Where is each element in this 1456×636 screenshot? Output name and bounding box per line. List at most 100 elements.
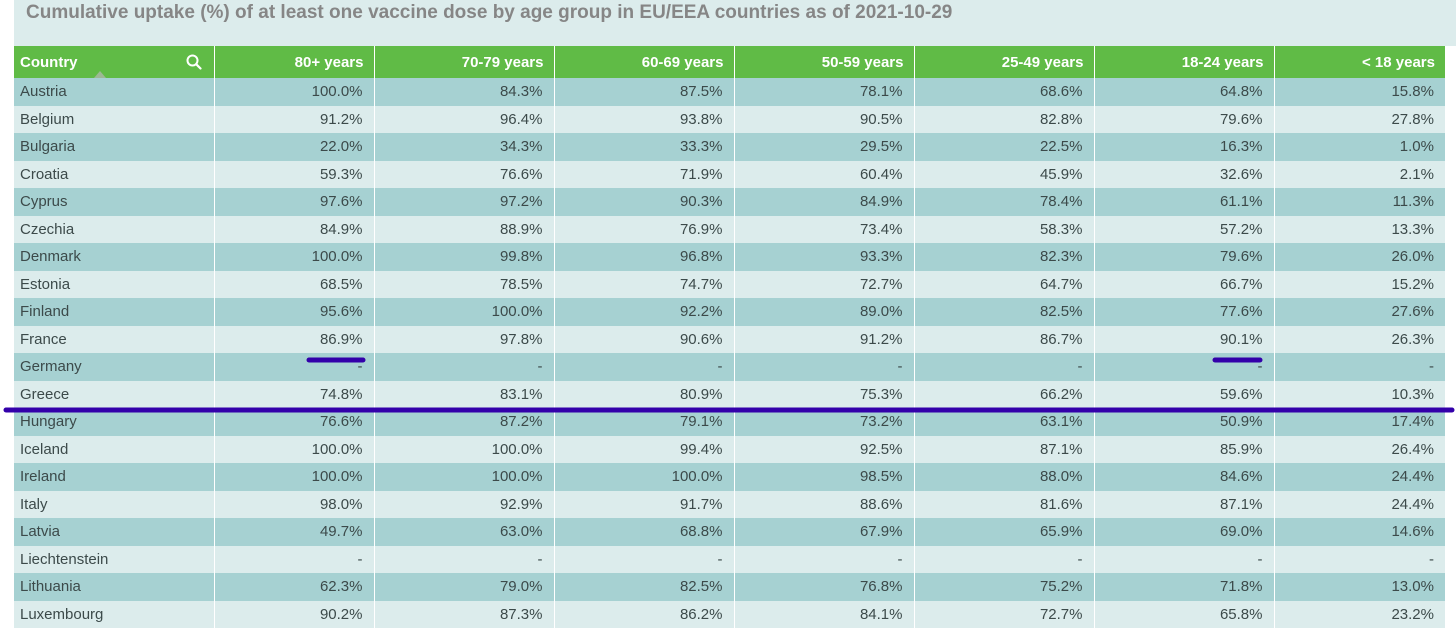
value-cell: 71.9% (553, 160, 734, 188)
value-cell: 79.0% (373, 573, 554, 601)
table-row[interactable]: Germany - - - - - - - (14, 353, 1445, 381)
value-cell: 34.3% (373, 133, 554, 161)
value-cell: 49.7% (213, 518, 374, 546)
value-cell: 98.0% (213, 490, 374, 518)
value-cell: 67.9% (733, 518, 914, 546)
value-cell: 99.4% (553, 435, 734, 463)
value-cell: 22.5% (913, 133, 1094, 161)
value-cell: - (553, 545, 734, 573)
value-cell: 87.1% (913, 435, 1094, 463)
value-cell: 76.6% (213, 408, 374, 436)
value-cell: 78.1% (733, 78, 914, 106)
value-cell: 84.3% (373, 78, 554, 106)
column-header-60-69-years[interactable]: 60-69 years (553, 46, 734, 78)
value-cell: - (553, 353, 734, 381)
table-row[interactable]: Bulgaria 22.0% 34.3% 33.3% 29.5% 22.5% 16.3% 1.… (14, 133, 1445, 161)
value-cell: - (373, 545, 554, 573)
country-cell: Latvia (14, 518, 214, 546)
value-cell: 87.3% (373, 600, 554, 628)
value-cell: 68.6% (913, 78, 1094, 106)
value-cell: 65.8% (1093, 600, 1274, 628)
value-cell: 59.3% (213, 160, 374, 188)
table-row[interactable]: Estonia 68.5% 78.5% 74.7% 72.7% 64.7% 66.7% 15.… (14, 270, 1445, 298)
value-cell: 90.1% (1093, 325, 1274, 353)
table-row[interactable]: Finland 95.6% 100.0% 92.2% 89.0% 82.5% 77.6% 27… (14, 298, 1445, 326)
value-cell: - (733, 545, 914, 573)
value-cell: 10.3% (1273, 380, 1445, 408)
column-header-25-49-years[interactable]: 25-49 years (913, 46, 1094, 78)
table-row[interactable]: Denmark 100.0% 99.8% 96.8% 93.3% 82.3% 79.6% 26… (14, 243, 1445, 271)
value-cell: 29.5% (733, 133, 914, 161)
value-cell: 98.5% (733, 463, 914, 491)
title-bar: Cumulative uptake (%) of at least one va… (14, 0, 1456, 46)
sort-ascending-icon[interactable] (94, 71, 106, 78)
value-cell: - (1093, 545, 1274, 573)
value-cell: 82.3% (913, 243, 1094, 271)
value-cell: 84.9% (213, 215, 374, 243)
table-row[interactable]: Latvia 49.7% 63.0% 68.8% 67.9% 65.9% 69.0% 14.6… (14, 518, 1445, 546)
value-cell: 88.0% (913, 463, 1094, 491)
table-row[interactable]: France 86.9% 97.8% 90.6% 91.2% 86.7% 90.1% 26.3… (14, 325, 1445, 353)
value-cell: 11.3% (1273, 188, 1445, 216)
value-cell: 27.8% (1273, 105, 1445, 133)
column-header-country[interactable]: Country (14, 46, 214, 78)
table-row[interactable]: Ireland 100.0% 100.0% 100.0% 98.5% 88.0% 84.6%… (14, 463, 1445, 491)
column-header-18-years[interactable]: < 18 years (1273, 46, 1445, 78)
value-cell: 73.2% (733, 408, 914, 436)
country-cell: Bulgaria (14, 133, 214, 161)
value-cell: 57.2% (1093, 215, 1274, 243)
country-cell: Lithuania (14, 573, 214, 601)
table-row[interactable]: Czechia 84.9% 88.9% 76.9% 73.4% 58.3% 57.2% 13.… (14, 215, 1445, 243)
column-header-70-79-years[interactable]: 70-79 years (373, 46, 554, 78)
value-cell: 74.8% (213, 380, 374, 408)
value-cell: 81.6% (913, 490, 1094, 518)
value-cell: 76.8% (733, 573, 914, 601)
value-cell: 64.8% (1093, 78, 1274, 106)
search-icon[interactable] (186, 54, 202, 70)
column-header-50-59-years[interactable]: 50-59 years (733, 46, 914, 78)
value-cell: 63.0% (373, 518, 554, 546)
value-cell: 84.6% (1093, 463, 1274, 491)
table-row[interactable]: Italy 98.0% 92.9% 91.7% 88.6% 81.6% 87.1% 24.4% (14, 490, 1445, 518)
value-cell: 95.6% (213, 298, 374, 326)
value-cell: 86.9% (213, 325, 374, 353)
value-cell: 96.8% (553, 243, 734, 271)
table-row[interactable]: Luxembourg 90.2% 87.3% 86.2% 84.1% 72.7% 65.8%… (14, 600, 1445, 628)
country-cell: Cyprus (14, 188, 214, 216)
table-row[interactable]: Croatia 59.3% 76.6% 71.9% 60.4% 45.9% 32.6% 2.1… (14, 160, 1445, 188)
value-cell: 100.0% (213, 435, 374, 463)
table-row[interactable]: Cyprus 97.6% 97.2% 90.3% 84.9% 78.4% 61.1% 11.3… (14, 188, 1445, 216)
value-cell: 26.4% (1273, 435, 1445, 463)
table-row[interactable]: Austria 100.0% 84.3% 87.5% 78.1% 68.6% 64.8% 15… (14, 78, 1445, 106)
value-cell: 90.2% (213, 600, 374, 628)
uptake-table: Country 80+ years 70-79 years 60-69 years 50… (14, 46, 1445, 628)
value-cell: 65.9% (913, 518, 1094, 546)
table-row[interactable]: Greece 74.8% 83.1% 80.9% 75.3% 66.2% 59.6% 10.3… (14, 380, 1445, 408)
value-cell: 63.1% (913, 408, 1094, 436)
value-cell: 24.4% (1273, 463, 1445, 491)
country-cell: Belgium (14, 105, 214, 133)
value-cell: 91.2% (213, 105, 374, 133)
column-header-18-24-years[interactable]: 18-24 years (1093, 46, 1274, 78)
column-header-80-years[interactable]: 80+ years (213, 46, 374, 78)
table-row[interactable]: Belgium 91.2% 96.4% 93.8% 90.5% 82.8% 79.6% 27.… (14, 105, 1445, 133)
value-cell: 26.3% (1273, 325, 1445, 353)
table-row[interactable]: Iceland 100.0% 100.0% 99.4% 92.5% 87.1% 85.9% 2… (14, 435, 1445, 463)
value-cell: 89.0% (733, 298, 914, 326)
country-cell: Luxembourg (14, 600, 214, 628)
table-row[interactable]: Liechtenstein - - - - - - - (14, 545, 1445, 573)
value-cell: - (733, 353, 914, 381)
table-row[interactable]: Lithuania 62.3% 79.0% 82.5% 76.8% 75.2% 71.8% 1… (14, 573, 1445, 601)
value-cell: 32.6% (1093, 160, 1274, 188)
value-cell: 22.0% (213, 133, 374, 161)
value-cell: 15.2% (1273, 270, 1445, 298)
value-cell: 90.5% (733, 105, 914, 133)
table-row[interactable]: Hungary 76.6% 87.2% 79.1% 73.2% 63.1% 50.9% 17.… (14, 408, 1445, 436)
value-cell: 17.4% (1273, 408, 1445, 436)
value-cell: 15.8% (1273, 78, 1445, 106)
value-cell: 100.0% (373, 435, 554, 463)
value-cell: 58.3% (913, 215, 1094, 243)
value-cell: 73.4% (733, 215, 914, 243)
value-cell: 90.3% (553, 188, 734, 216)
